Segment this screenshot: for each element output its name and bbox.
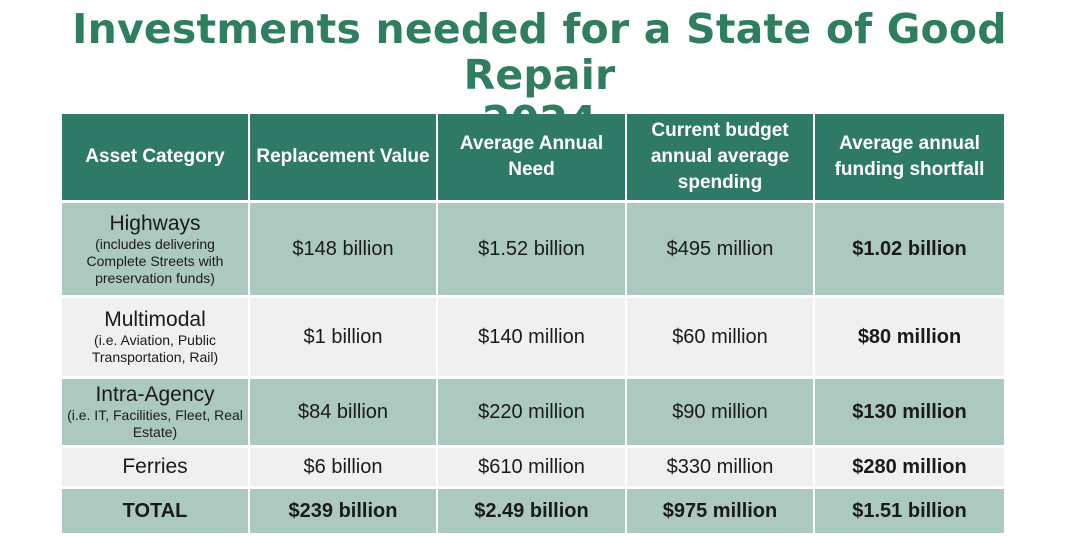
header-replacement-value: Replacement Value	[250, 114, 438, 200]
header-average-annual-need: Average Annual Need	[438, 114, 627, 200]
category-cell: Ferries	[62, 445, 250, 486]
current-spending-cell: $60 million	[627, 295, 815, 376]
replacement-value-cell: $1 billion	[250, 295, 438, 376]
total-shortfall-cell: $1.51 billion	[815, 486, 1004, 533]
category-name: Multimodal	[104, 308, 206, 331]
shortfall-cell: $130 million	[815, 376, 1004, 445]
shortfall-cell: $1.02 billion	[815, 200, 1004, 295]
header-current-spending: Current budget annual average spending	[627, 114, 815, 200]
annual-need-cell: $140 million	[438, 295, 627, 376]
total-annual-need-cell: $2.49 billion	[438, 486, 627, 533]
replacement-value-cell: $6 billion	[250, 445, 438, 486]
table-row: Intra-Agency (i.e. IT, Facilities, Fleet…	[62, 376, 1004, 445]
category-note: (includes delivering Complete Streets wi…	[86, 235, 224, 286]
category-cell: Multimodal (i.e. Aviation, Public Transp…	[62, 295, 250, 376]
category-name: Highways	[109, 211, 201, 235]
replacement-value-cell: $84 billion	[250, 376, 438, 445]
current-spending-cell: $330 million	[627, 445, 815, 486]
category-cell: Highways (includes delivering Complete S…	[62, 200, 250, 295]
category-cell: Intra-Agency (i.e. IT, Facilities, Fleet…	[62, 376, 250, 445]
table-row: Multimodal (i.e. Aviation, Public Transp…	[62, 295, 1004, 376]
page-title: Investments needed for a State of Good R…	[0, 6, 1079, 144]
category-note: (i.e. Aviation, Public Transportation, R…	[91, 332, 219, 365]
annual-need-cell: $610 million	[438, 445, 627, 486]
title-line-1: Investments needed for a State of Good R…	[72, 5, 1007, 99]
shortfall-cell: $80 million	[815, 295, 1004, 376]
shortfall-cell: $280 million	[815, 445, 1004, 486]
total-current-spending-cell: $975 million	[627, 486, 815, 533]
header-row: Asset Category Replacement Value Average…	[62, 114, 1004, 200]
current-spending-cell: $495 million	[627, 200, 815, 295]
investment-table: Asset Category Replacement Value Average…	[62, 114, 1004, 533]
header-funding-shortfall: Average annual funding shortfall	[815, 114, 1004, 200]
category-note: (i.e. IT, Facilities, Fleet, Real Estate…	[67, 407, 243, 440]
table-row: Ferries $6 billion $610 million $330 mil…	[62, 445, 1004, 486]
annual-need-cell: $220 million	[438, 376, 627, 445]
current-spending-cell: $90 million	[627, 376, 815, 445]
total-row: TOTAL $239 billion $2.49 billion $975 mi…	[62, 486, 1004, 533]
table-row: Highways (includes delivering Complete S…	[62, 200, 1004, 295]
total-replacement-value-cell: $239 billion	[250, 486, 438, 533]
replacement-value-cell: $148 billion	[250, 200, 438, 295]
header-asset-category: Asset Category	[62, 114, 250, 200]
category-name: Ferries	[122, 455, 188, 478]
category-name: Intra-Agency	[95, 383, 215, 406]
annual-need-cell: $1.52 billion	[438, 200, 627, 295]
total-label-cell: TOTAL	[62, 486, 250, 533]
